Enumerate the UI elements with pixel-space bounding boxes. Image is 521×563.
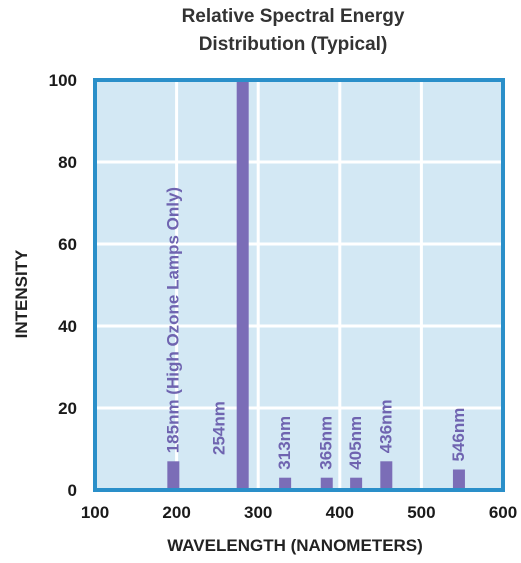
chart-title-line-2: Distribution (Typical): [199, 34, 388, 55]
y-axis-title: INTENSITY: [12, 249, 31, 338]
chart-title-line-1: Relative Spectral Energy: [182, 6, 405, 27]
x-tick-label: 500: [407, 503, 435, 522]
bar-labels: 185nm (High Ozone Lamps Only) 254nm 313nm 3…: [163, 187, 468, 470]
bar-label: 436nm: [376, 399, 395, 453]
bar: [279, 477, 292, 490]
y-tick-label: 0: [68, 481, 77, 500]
bar-label: 313nm: [275, 416, 294, 470]
x-tick-label: 600: [489, 503, 517, 522]
x-tick-label: 400: [326, 503, 354, 522]
tick-labels: 100 200 300 400 500 600 0 20 40 60 80 100: [49, 71, 518, 522]
y-tick-label: 60: [58, 235, 77, 254]
plot-border: [93, 78, 505, 492]
plot-area: [95, 80, 503, 490]
y-tick-label: 100: [49, 71, 77, 90]
bar: [236, 80, 249, 490]
x-tick-label: 300: [244, 503, 272, 522]
bar-label: 365nm: [317, 416, 336, 470]
bar: [167, 461, 180, 490]
x-axis-title: WAVELENGTH (NANOMETERS): [167, 536, 423, 555]
bar: [350, 477, 363, 490]
bar: [452, 469, 465, 490]
bar-label: 405nm: [346, 416, 365, 470]
bar-label: 546nm: [449, 408, 468, 462]
x-tick-label: 100: [81, 503, 109, 522]
x-tick-label: 200: [162, 503, 190, 522]
bar-label: 254nm: [210, 401, 229, 455]
bars: [167, 80, 465, 490]
bar: [320, 477, 333, 490]
bar: [380, 461, 393, 490]
y-tick-label: 80: [58, 153, 77, 172]
grid-lines: [95, 80, 503, 490]
y-tick-label: 20: [58, 399, 77, 418]
bar-label: 185nm (High Ozone Lamps Only): [163, 187, 182, 453]
y-tick-label: 40: [58, 317, 77, 336]
